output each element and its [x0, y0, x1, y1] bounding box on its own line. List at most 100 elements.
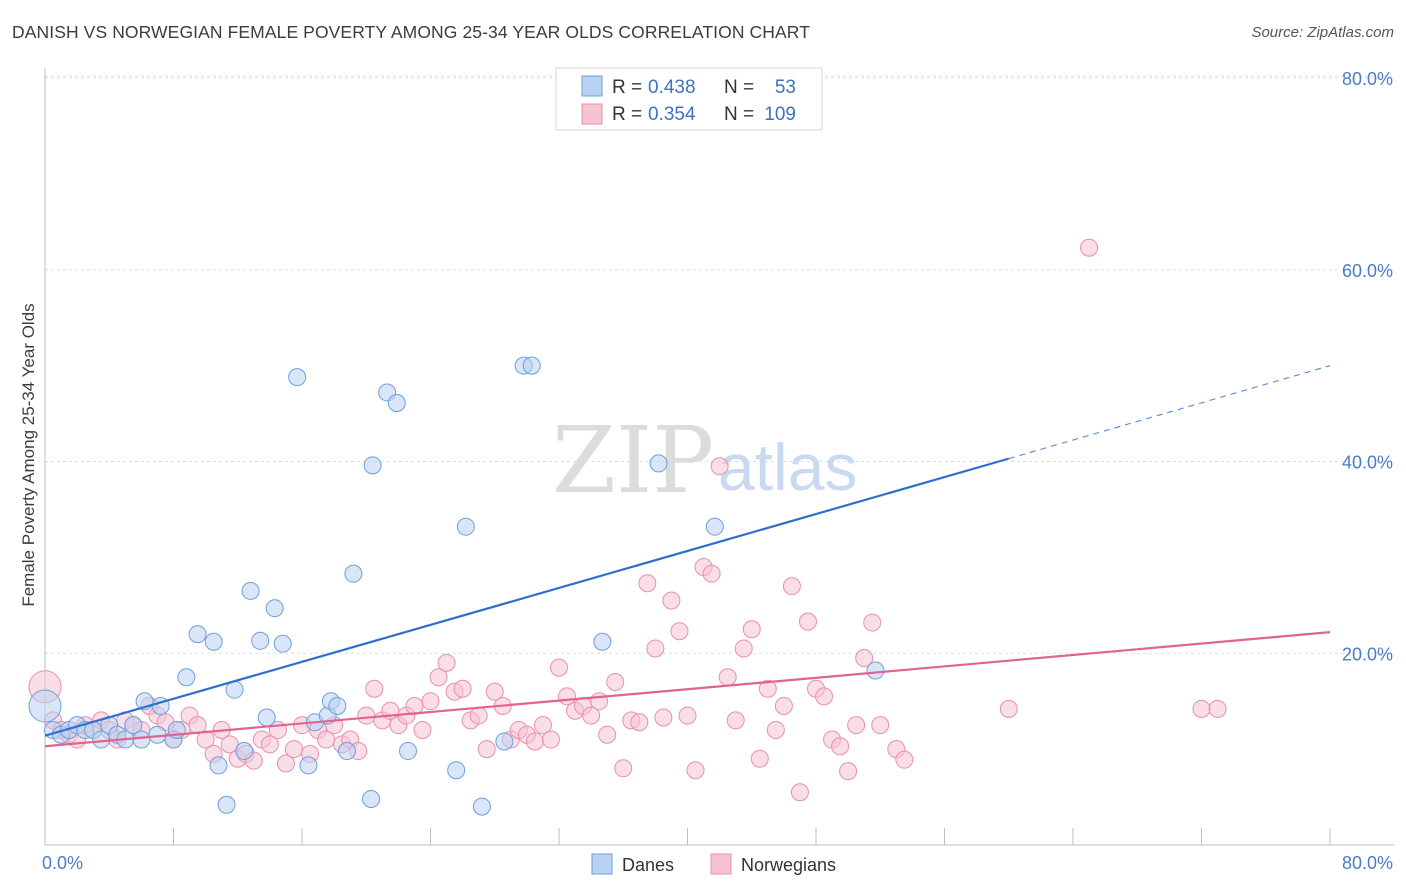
norwegians-point — [766, 720, 785, 739]
legend-r-label-danes: R = — [612, 77, 642, 98]
norwegians-point — [815, 687, 834, 706]
danes-point — [265, 599, 284, 618]
legend-n-label-norwegians: N = — [724, 104, 754, 125]
norwegians-point — [798, 612, 817, 631]
x-tick-labels: 0.0% 80.0% — [42, 853, 1393, 873]
danes-point — [363, 456, 382, 475]
danes-point — [124, 716, 143, 735]
legend-swatch-norwegians — [581, 103, 603, 125]
danes-point — [705, 517, 724, 536]
norwegians-point — [1208, 699, 1227, 718]
danes-point — [472, 797, 491, 816]
danes-point — [522, 356, 541, 375]
norwegians-point — [670, 622, 689, 641]
series-legend: Danes Norwegians — [591, 853, 836, 875]
danes-point — [399, 742, 418, 761]
x-tick-label-min: 0.0% — [42, 853, 83, 873]
norwegians-point — [421, 692, 440, 711]
bottom-legend-label-norwegians: Norwegians — [741, 855, 836, 875]
danes-point — [257, 708, 276, 727]
norwegians-point — [630, 713, 649, 732]
norwegians-point — [863, 613, 882, 632]
danes-point — [866, 661, 885, 680]
y-axis-title: Female Poverty Among 25-34 Year Olds — [19, 303, 38, 606]
watermark: ZIP atlas — [552, 407, 857, 514]
norwegians-point — [550, 658, 568, 677]
norwegians-point — [726, 711, 745, 730]
norwegians-point — [413, 720, 432, 739]
watermark-atlas: atlas — [718, 430, 857, 504]
danes-point — [299, 756, 318, 775]
norwegians-point — [702, 564, 721, 583]
norwegians-point — [782, 577, 801, 596]
norwegians-point — [429, 668, 448, 687]
norwegians-point — [638, 574, 657, 593]
correlation-legend: R = 0.438 N = 53 R = 0.354 N = 109 — [555, 67, 823, 131]
norwegians-point — [847, 716, 866, 735]
danes-trend-extension — [1008, 365, 1331, 460]
danes-point — [387, 394, 406, 413]
norwegians-points — [28, 238, 1227, 802]
y-tick-label-1: 40.0% — [1342, 453, 1393, 473]
norwegians-point — [999, 699, 1018, 718]
danes-point — [456, 517, 475, 536]
legend-n-label-danes: N = — [724, 77, 754, 98]
norwegians-point — [477, 740, 496, 759]
norwegians-point — [710, 457, 729, 476]
danes-point — [593, 632, 612, 651]
norwegians-point — [598, 725, 617, 744]
watermark-zip: ZIP — [552, 407, 714, 514]
gridlines — [45, 75, 1394, 654]
norwegians-point — [750, 749, 769, 768]
norwegians-point — [654, 708, 673, 727]
legend-swatch-danes — [581, 75, 603, 97]
norwegians-point — [758, 679, 777, 698]
norwegians-point — [541, 730, 560, 749]
danes-point — [495, 732, 514, 751]
norwegians-point — [582, 706, 601, 725]
danes-trend-line — [44, 457, 1010, 737]
norwegians-point — [590, 692, 609, 711]
norwegians-point — [1192, 699, 1211, 718]
norwegians-point — [469, 706, 488, 725]
trend-lines — [44, 365, 1331, 748]
norwegians-point — [357, 706, 376, 725]
y-tick-label-2: 60.0% — [1342, 261, 1393, 281]
norwegians-point — [614, 759, 633, 778]
danes-point — [344, 564, 363, 583]
norwegians-point — [774, 696, 793, 715]
danes-point — [337, 742, 356, 761]
y-tick-labels: 20.0% 40.0% 60.0% 80.0% — [1342, 69, 1393, 664]
bottom-legend-swatch-danes — [591, 853, 613, 875]
norwegians-point — [839, 762, 858, 781]
legend-r-label-norwegians: R = — [612, 104, 642, 125]
norwegians-point — [365, 679, 384, 698]
norwegians-point — [831, 737, 850, 756]
legend-r-value-norwegians: 0.354 — [648, 104, 696, 125]
bottom-legend-swatch-norwegians — [710, 853, 732, 875]
danes-point — [209, 756, 228, 775]
bottom-legend-label-danes: Danes — [622, 855, 674, 875]
norwegians-point — [646, 639, 665, 658]
danes-point — [328, 696, 347, 715]
norwegians-point — [871, 716, 890, 735]
norwegians-point — [678, 706, 697, 725]
norwegians-point — [895, 750, 914, 769]
legend-n-value-danes: 53 — [775, 77, 796, 98]
norwegians-point — [606, 673, 625, 692]
norwegians-point — [525, 732, 544, 751]
danes-point — [288, 368, 307, 387]
danes-point — [235, 742, 254, 761]
norwegians-point — [276, 754, 295, 773]
danes-point — [241, 581, 260, 600]
danes-points — [28, 356, 885, 816]
y-tick-label-0: 20.0% — [1342, 644, 1393, 664]
danes-point — [217, 795, 236, 814]
norwegians-point — [686, 761, 705, 780]
y-tick-label-3: 80.0% — [1342, 69, 1393, 89]
norwegians-point — [662, 591, 681, 610]
danes-point — [447, 761, 466, 780]
x-tick-label-max: 80.0% — [1342, 853, 1393, 873]
danes-point — [251, 631, 270, 650]
